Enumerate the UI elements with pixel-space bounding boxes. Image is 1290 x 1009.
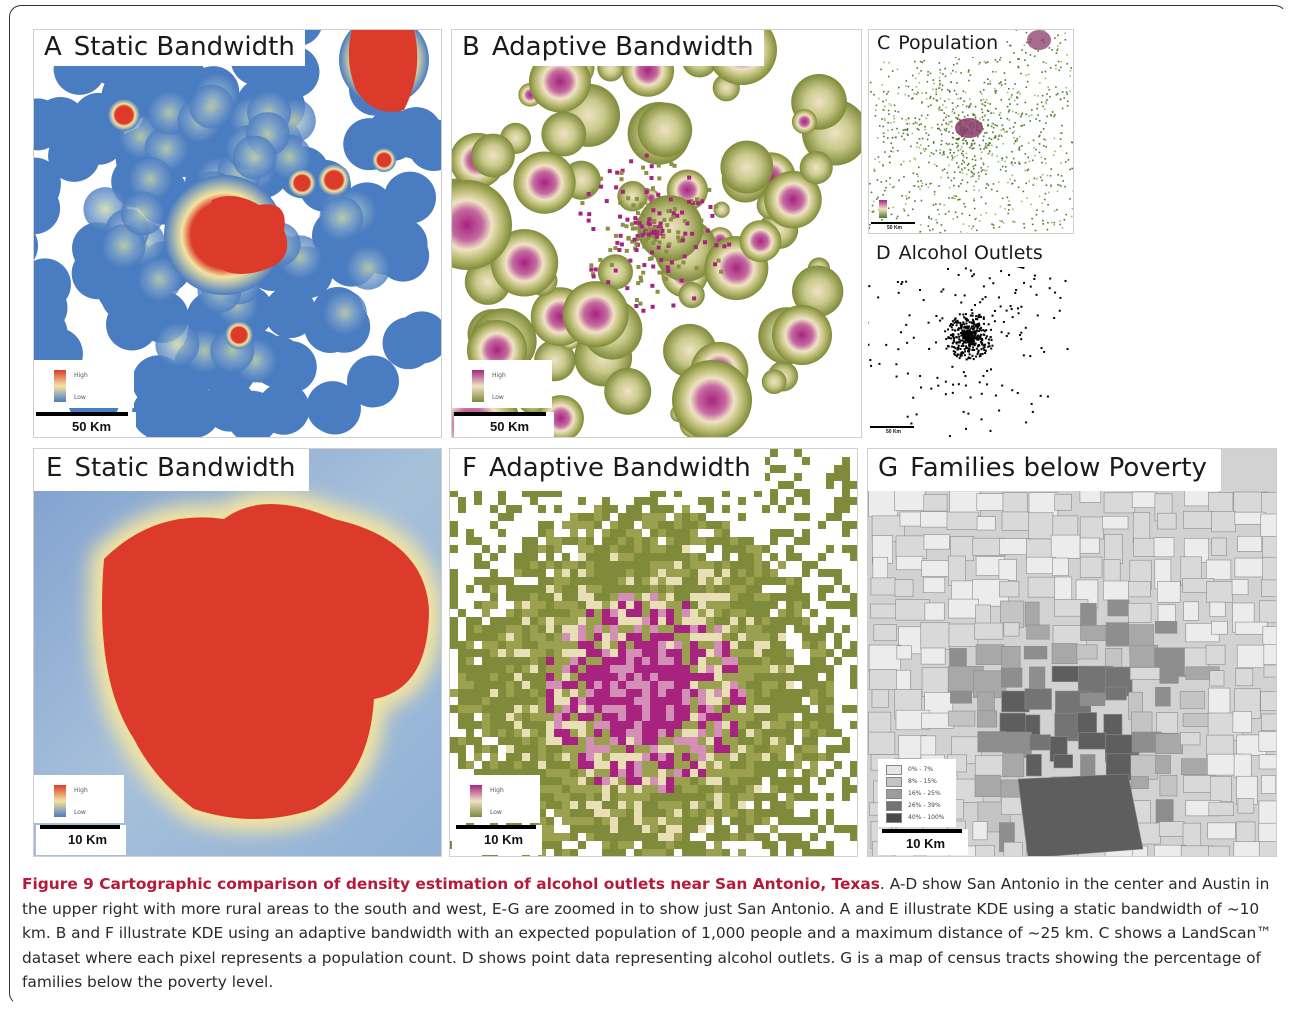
panel-g-scale-bar: 10 Km [878, 829, 968, 855]
legend-high-label: High [490, 787, 504, 794]
caption-body: . A-D show San Antonio in the center and… [22, 875, 1272, 991]
panel-b-adaptive-bandwidth-map: B Adaptive Bandwidth High Low 50 Km [451, 29, 862, 438]
panel-c-scale-bar: 50 Km [871, 222, 919, 233]
legend-color-ramp [54, 370, 66, 402]
panel-b-label: B Adaptive Bandwidth [452, 30, 764, 66]
legend-color-ramp [54, 785, 66, 817]
legend-low-label: Low [74, 394, 86, 401]
adaptive-bandwidth-density-map [452, 30, 861, 437]
panel-c-legend-ramp [879, 200, 887, 218]
static-bandwidth-density-map [34, 30, 441, 437]
panel-f-scale-bar: 10 Km [452, 825, 542, 855]
panel-d-alcohol-outlets-map: D Alcohol Outlets 50 Km [868, 240, 1074, 439]
legend-swatch-4 [886, 800, 902, 811]
legend-swatch-1 [886, 764, 902, 775]
figure-frame [9, 5, 1287, 1005]
panel-g-families-below-poverty-map: G Families below Poverty 0% - 7% 8% - 15%… [867, 448, 1277, 857]
panel-e-legend: High Low [34, 775, 124, 823]
legend-swatch-2 [886, 776, 902, 787]
static-bandwidth-zoom-density-map [34, 449, 441, 856]
panel-g-legend: 0% - 7% 8% - 15% 16% - 25% 26% - 39% 40%… [878, 759, 956, 827]
panel-e-scale-bar: 10 Km [36, 825, 126, 855]
panel-b-legend: High Low [452, 360, 552, 408]
legend-swatch-5 [886, 812, 902, 823]
legend-label-2: 8% - 15% [908, 778, 937, 785]
legend-low-label: Low [74, 809, 86, 816]
panel-g-label: G Families below Poverty [868, 449, 1221, 491]
legend-color-ramp [470, 785, 482, 817]
panel-e-label: E Static Bandwidth [34, 449, 310, 491]
panel-a-label: A Static Bandwidth [34, 30, 305, 66]
legend-label-5: 40% - 100% [908, 814, 945, 821]
caption-title: Figure 9 Cartographic comparison of dens… [22, 875, 880, 893]
panel-f-adaptive-bandwidth-zoom-map: F Adaptive Bandwidth High Low 10 Km [449, 448, 858, 857]
panel-a-legend: High Low [34, 360, 134, 408]
adaptive-bandwidth-zoom-density-map [450, 449, 857, 856]
figure-caption: Figure 9 Cartographic comparison of dens… [22, 872, 1274, 995]
legend-high-label: High [74, 372, 88, 379]
population-density-map [869, 30, 1073, 233]
panel-d-label: D Alcohol Outlets [868, 240, 1051, 267]
panel-f-label: F Adaptive Bandwidth [450, 449, 765, 491]
legend-label-1: 0% - 7% [908, 766, 934, 773]
panel-d-scale-bar: 50 Km [870, 426, 918, 438]
panel-a-scale-bar: 50 Km [36, 412, 136, 437]
panel-f-legend: High Low [450, 775, 540, 823]
legend-high-label: High [492, 372, 506, 379]
legend-high-label: High [74, 787, 88, 794]
legend-low-label: Low [490, 809, 502, 816]
legend-color-ramp [472, 370, 484, 402]
panel-b-scale-bar: 50 Km [454, 412, 554, 437]
panel-c-population-map: C Population 50 Km [868, 29, 1074, 234]
panel-a-static-bandwidth-map: A Static Bandwidth High Low 50 Km [33, 29, 442, 438]
legend-low-label: Low [492, 394, 504, 401]
alcohol-outlets-point-map [868, 240, 1074, 439]
legend-swatch-3 [886, 788, 902, 799]
legend-label-3: 16% - 25% [908, 790, 941, 797]
panel-e-static-bandwidth-zoom-map: E Static Bandwidth High Low 10 Km [33, 448, 442, 857]
legend-label-4: 26% - 39% [908, 802, 941, 809]
panel-c-label: C Population [869, 30, 1007, 57]
